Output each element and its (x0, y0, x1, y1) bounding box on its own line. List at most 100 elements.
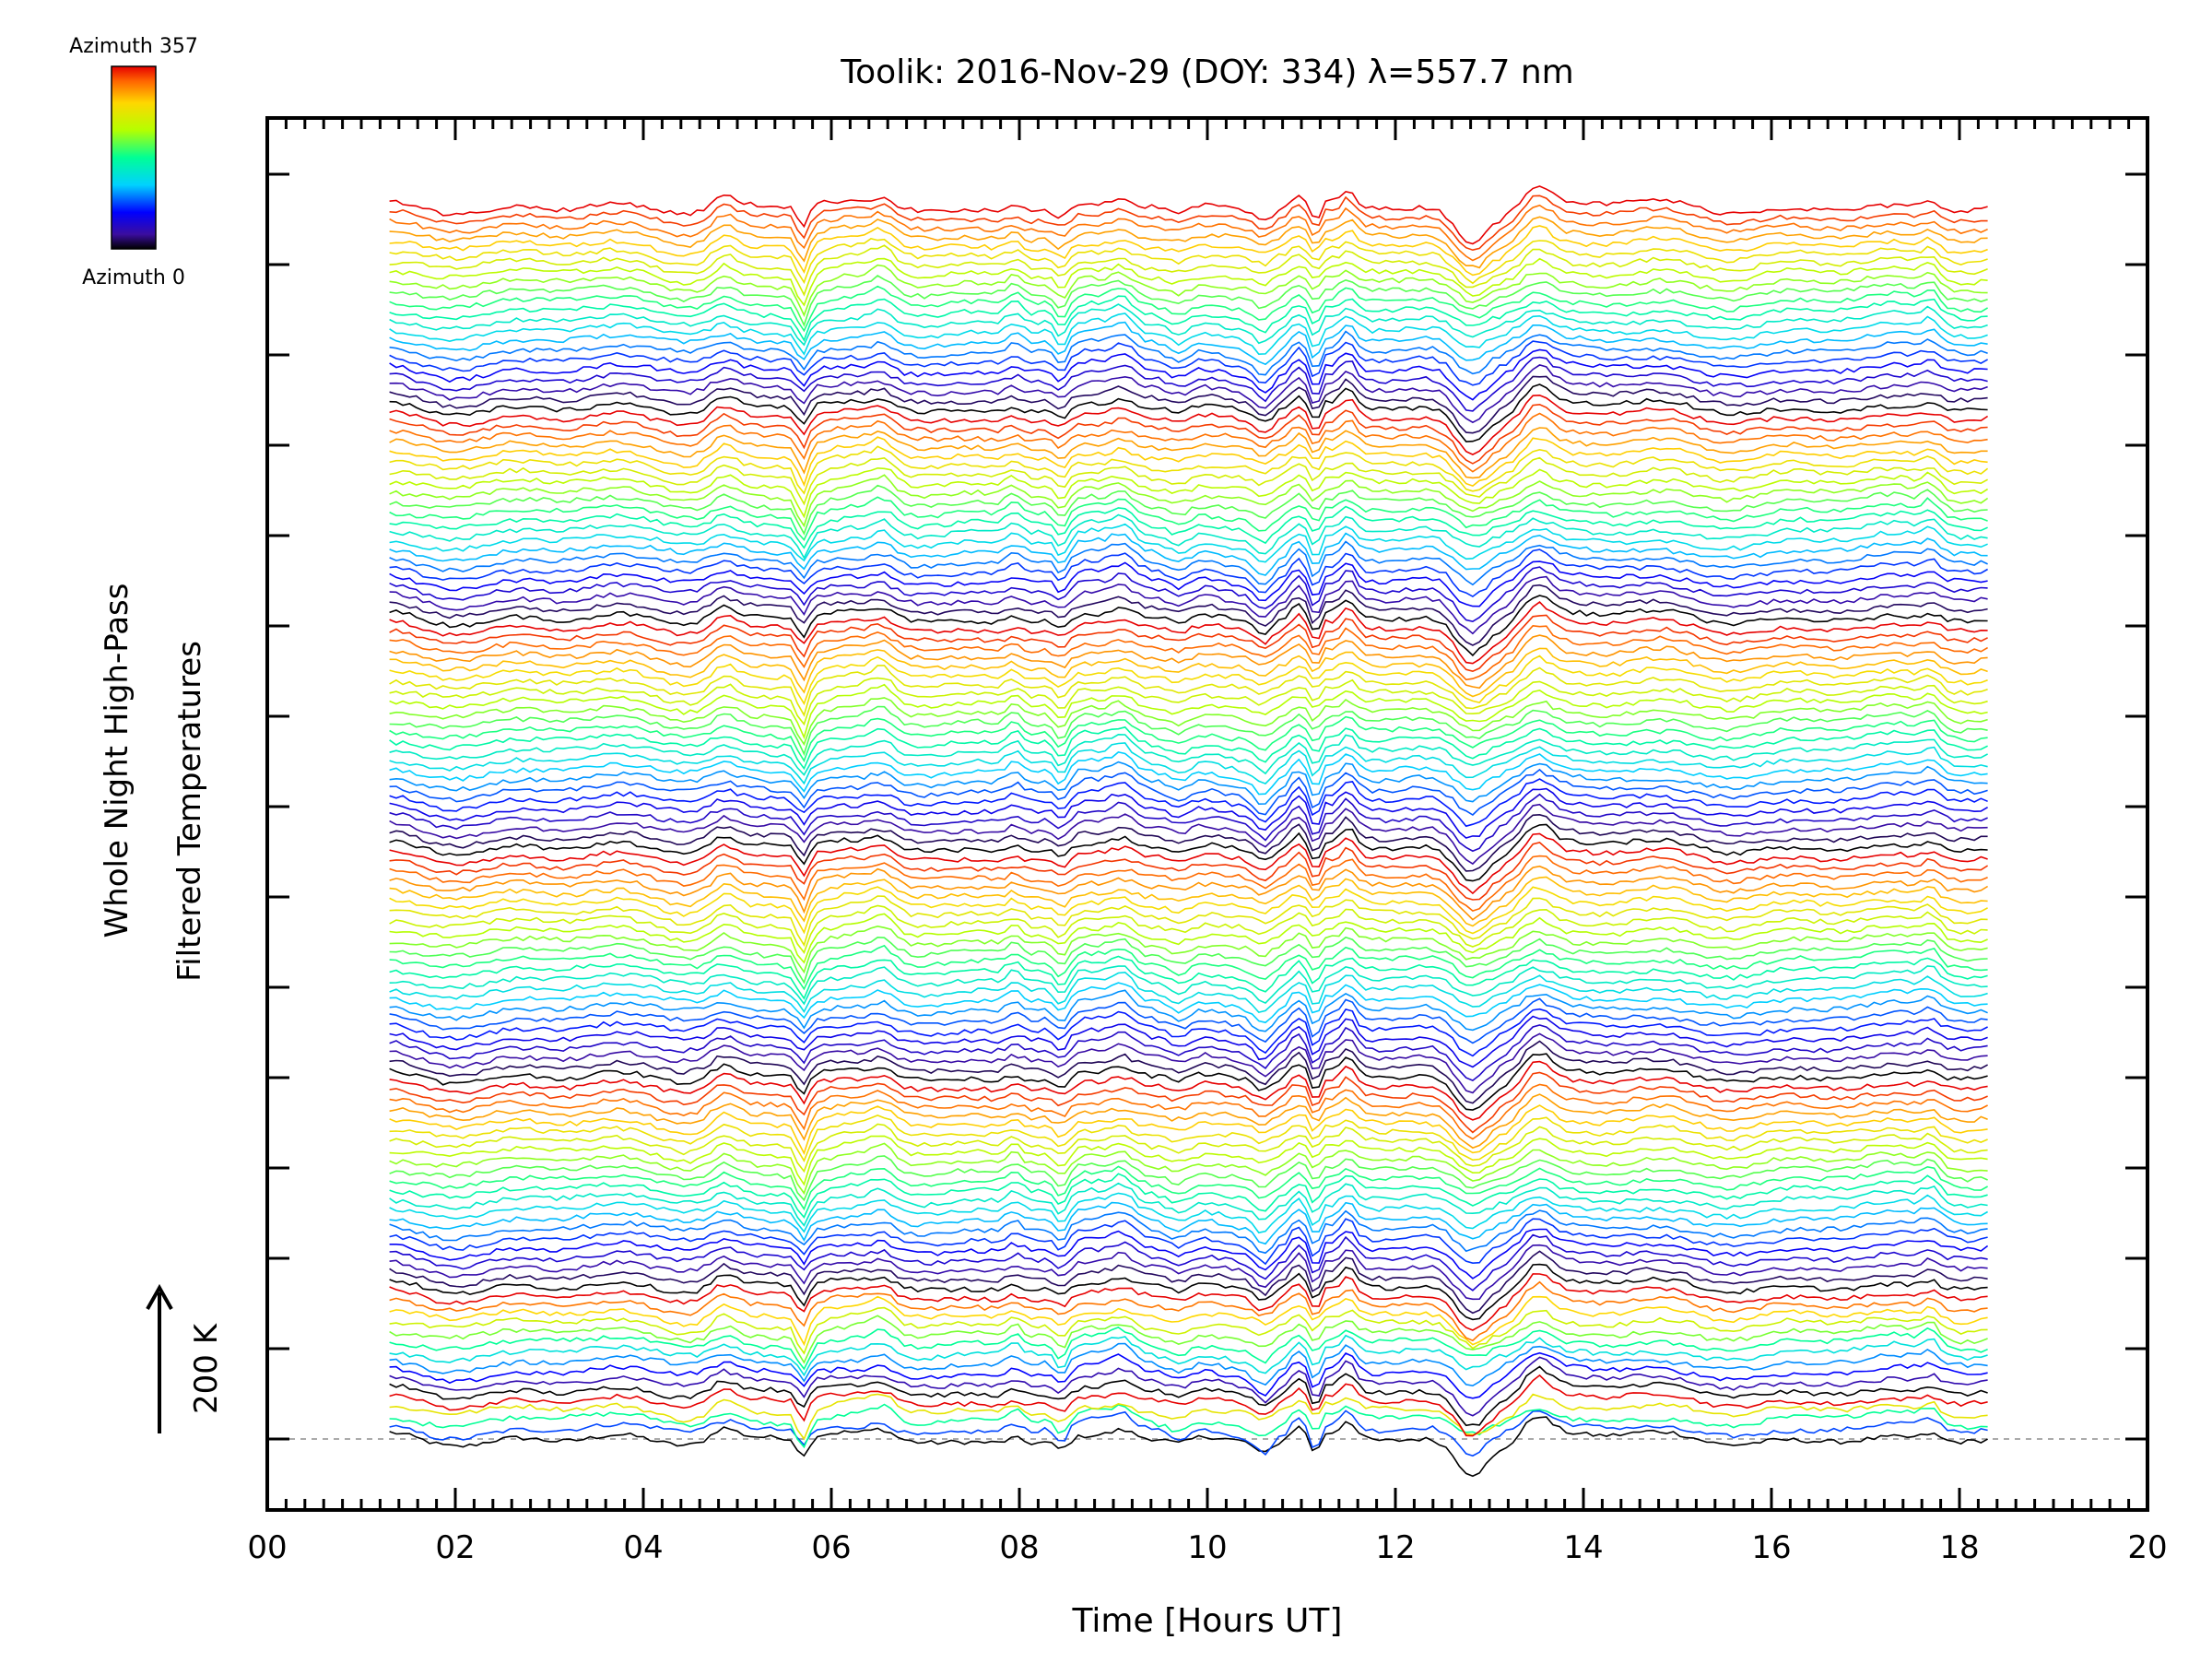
series-line (389, 275, 1988, 327)
plot-frame (265, 116, 2149, 1512)
series-line (389, 566, 1988, 623)
series-line (389, 1032, 1988, 1094)
series-line (389, 303, 1988, 347)
series-line (389, 340, 1988, 386)
x-tick-label-12: 12 (1375, 1529, 1415, 1566)
x-tick-label-18: 18 (1939, 1529, 1979, 1566)
series-line (389, 1040, 1988, 1104)
series-line (389, 1115, 1988, 1162)
series-line (389, 383, 1988, 442)
series-line (389, 1250, 1988, 1315)
colorbar-gradient (111, 65, 157, 250)
series-line (389, 356, 1988, 412)
series-line (389, 1244, 1988, 1301)
series-line (389, 1142, 1988, 1196)
series-line (389, 683, 1988, 740)
series-line (389, 787, 1988, 839)
series-line (389, 1008, 1988, 1057)
series-line (389, 965, 1988, 1006)
series-line (389, 403, 1988, 465)
series-line (389, 982, 1988, 1024)
series-line (389, 548, 1988, 598)
series-line (389, 989, 1988, 1032)
x-axis-label: Time [Hours UT] (1072, 1602, 1343, 1640)
x-tick-label-20: 20 (2127, 1529, 2167, 1566)
series-line (389, 1135, 1988, 1186)
series-line (389, 436, 1988, 488)
series-line (389, 751, 1988, 796)
series-line (389, 925, 1988, 974)
series-line (389, 697, 1988, 747)
series-line (389, 1060, 1988, 1121)
series-line (389, 793, 1988, 853)
series-line (389, 1342, 1988, 1387)
series-line (389, 647, 1988, 698)
series-line (389, 595, 1988, 657)
series-line (389, 1356, 1988, 1417)
series-line (389, 540, 1988, 586)
series-line (389, 895, 1988, 948)
series-line (389, 1327, 1988, 1371)
y-axis-label-line2: Filtered Temperatures (171, 641, 208, 982)
series-line (389, 1228, 1989, 1280)
series-line (389, 655, 1988, 706)
series-line (389, 624, 1988, 681)
series-line (389, 1263, 1988, 1321)
series-line (389, 1015, 1988, 1068)
series-line (389, 832, 1988, 895)
scale-bar-label: 200 K (188, 1322, 225, 1414)
series-line (389, 560, 1988, 607)
series-line (389, 1374, 1988, 1437)
series-line (389, 244, 1988, 297)
series-line (389, 295, 1988, 342)
series-line (389, 1155, 1988, 1202)
series-line (389, 1182, 1988, 1227)
series-line (389, 904, 1988, 954)
series-line (389, 513, 1988, 560)
series-line (389, 803, 1988, 866)
series-line (389, 1334, 1988, 1377)
x-tick-label-10: 10 (1187, 1529, 1227, 1566)
chart-title: Toolik: 2016-Nov-29 (DOY: 334) λ=557.7 n… (840, 53, 1573, 91)
series-line (389, 505, 1988, 549)
series-line (389, 842, 1989, 901)
series-line (389, 348, 1988, 401)
x-tick-label-00: 00 (247, 1529, 287, 1566)
series-line (389, 1093, 1988, 1150)
series-line (389, 575, 1988, 635)
series-line (389, 1233, 1988, 1291)
series-layer (389, 185, 1989, 1478)
series-line (389, 823, 1988, 882)
series-line (389, 195, 1988, 252)
series-line (389, 971, 1988, 1014)
series-line (389, 944, 1988, 991)
x-tick-label-14: 14 (1563, 1529, 1603, 1566)
series-line (389, 466, 1989, 519)
series-line (389, 238, 1988, 285)
series-line (389, 584, 1988, 646)
series-line (389, 484, 1988, 536)
series-line (389, 364, 1988, 424)
series-line (389, 1416, 1988, 1478)
series-line (389, 813, 1988, 872)
series-line (389, 394, 1989, 455)
series-line (389, 855, 1988, 912)
series-line (389, 1403, 1988, 1449)
series-line (389, 665, 1988, 717)
series-line (389, 1295, 1988, 1347)
series-line (389, 285, 1989, 333)
series-line (389, 264, 1988, 317)
series-line (389, 523, 1988, 563)
series-line (389, 1173, 1988, 1219)
series-line (389, 1201, 1988, 1245)
series-line (389, 1192, 1988, 1234)
colorbar: Azimuth 357 Azimuth 0 (69, 35, 198, 289)
series-line (389, 913, 1988, 964)
x-tick-labels: 00 02 04 06 08 10 12 14 16 18 20 (247, 1529, 2167, 1566)
series-line (389, 204, 1988, 262)
series-line (389, 1409, 1988, 1457)
series-line (389, 330, 1988, 376)
series-line (389, 1053, 1988, 1111)
